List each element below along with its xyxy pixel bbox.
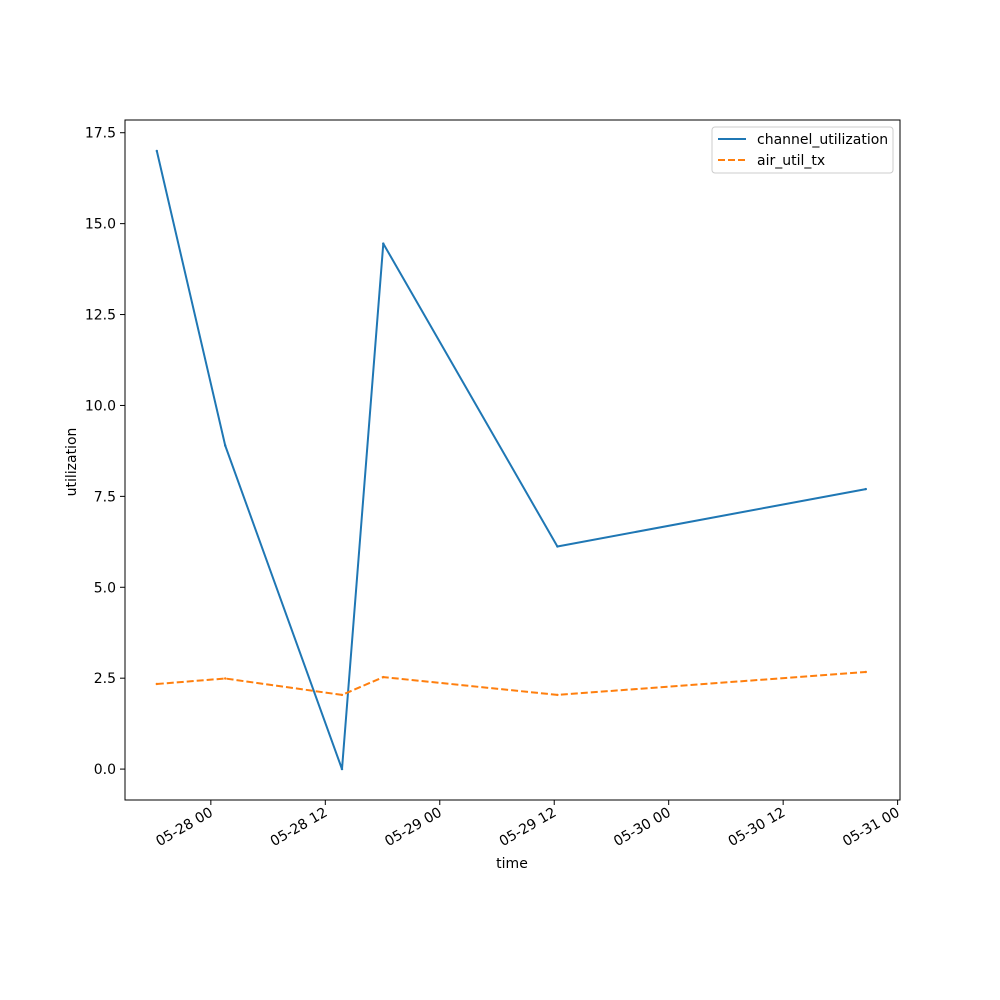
axes-frame xyxy=(124,119,901,801)
x-tick-label: 05-29 12 xyxy=(497,805,560,850)
data-point-channel-utilization xyxy=(340,767,344,771)
data-point-channel-utilization xyxy=(556,545,559,548)
series-line-air-util-tx xyxy=(156,671,866,696)
data-point-channel-utilization xyxy=(155,149,158,153)
x-tick-label: 05-30 12 xyxy=(726,805,789,850)
y-axis: 0.0 2.5 5.0 7.5 10.0 12.5 15.0 17.5 xyxy=(85,126,125,778)
data-point-channel-utilization xyxy=(224,444,227,447)
x-tick-label: 05-30 00 xyxy=(611,805,674,850)
y-tick-label: 7.5 xyxy=(94,489,116,505)
data-point-air-util-tx xyxy=(224,677,227,680)
y-tick-label: 10.0 xyxy=(85,398,116,414)
y-tick-label: 2.5 xyxy=(94,671,116,687)
data-point-channel-utilization xyxy=(382,242,385,245)
legend-label-air-util-tx: air_util_tx xyxy=(757,153,825,169)
data-point-air-util-tx xyxy=(864,670,867,674)
plot-area xyxy=(155,149,867,771)
legend: channel_utilization air_util_tx xyxy=(711,126,894,174)
y-tick-label: 0.0 xyxy=(94,762,116,778)
y-tick-label: 17.5 xyxy=(85,126,116,142)
y-axis-label: utilization xyxy=(64,428,80,497)
legend-box xyxy=(711,126,894,174)
x-tick-label: 05-31 00 xyxy=(840,805,903,850)
series-line-channel-utilization xyxy=(155,150,866,771)
data-point-channel-utilization xyxy=(864,487,867,491)
data-point-air-util-tx xyxy=(382,675,385,679)
x-tick-label: 05-28 12 xyxy=(268,805,331,850)
x-tick-label: 05-28 00 xyxy=(153,805,216,850)
x-axis-label: time xyxy=(496,856,528,872)
data-point-air-util-tx xyxy=(556,693,559,697)
data-point-air-util-tx xyxy=(155,682,158,686)
y-tick-label: 15.0 xyxy=(85,217,116,233)
x-axis: 05-28 00 05-28 12 05-29 00 05-29 12 05-30 00… xyxy=(153,800,903,850)
x-tick-label: 05-29 00 xyxy=(382,805,445,850)
y-tick-label: 12.5 xyxy=(85,308,116,324)
y-tick-label: 5.0 xyxy=(94,580,116,596)
legend-label-channel-utilization: channel_utilization xyxy=(757,132,888,148)
data-point-air-util-tx xyxy=(340,693,344,697)
